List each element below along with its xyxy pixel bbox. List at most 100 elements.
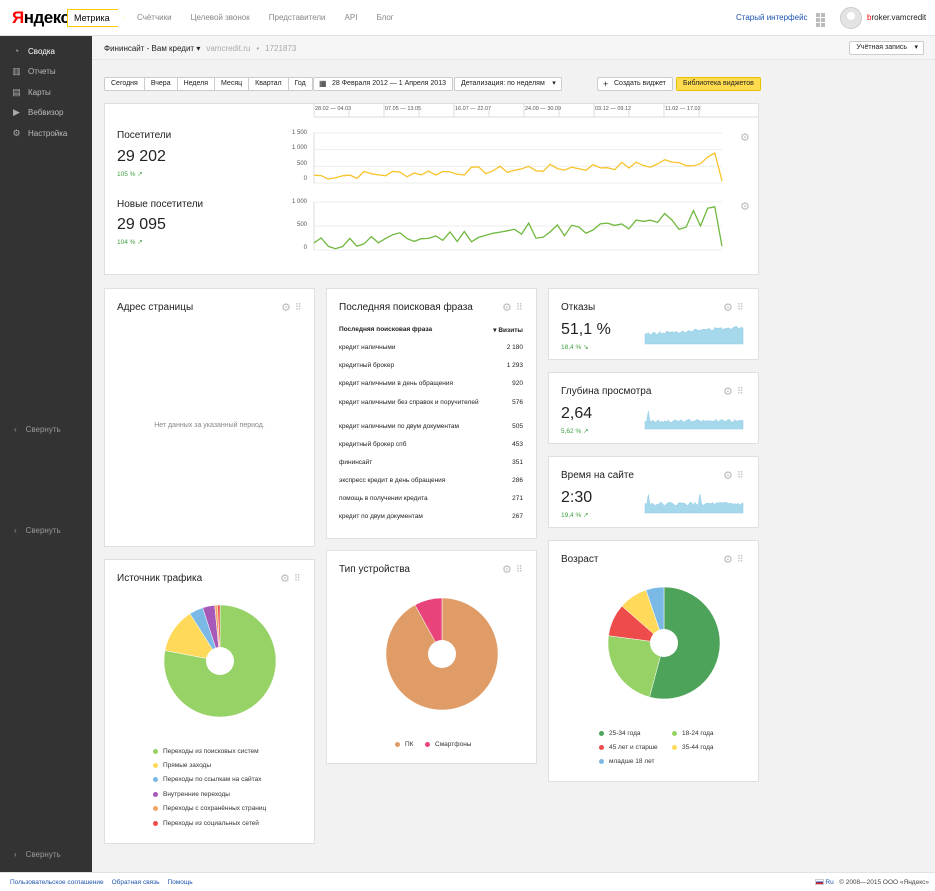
detail-dropdown[interactable]: Детализация: по неделям ▾ — [454, 77, 562, 91]
gear-icon[interactable]: ⚙ — [281, 302, 291, 314]
table-row[interactable]: фининсайт 351 — [339, 459, 523, 466]
period-yesterday[interactable]: Вчера — [144, 77, 178, 91]
gear-icon[interactable]: ⚙ — [502, 302, 512, 314]
table-row[interactable]: кредит наличными в день обращения 920 — [339, 380, 523, 387]
sort-visits-header[interactable]: ▾ Визиты — [493, 327, 523, 334]
legend-item[interactable]: 18-24 года — [672, 730, 714, 737]
metric-pct: 5,62 % ↗ — [561, 428, 589, 435]
legend-item[interactable]: Прямые заходы — [153, 762, 211, 769]
legend-item[interactable]: 25-34 года — [599, 730, 641, 737]
sparkline-chart[interactable] — [644, 324, 744, 345]
metrika-product-tag[interactable]: Метрика — [67, 9, 125, 27]
period-year[interactable]: Год — [288, 77, 313, 91]
collapse-button[interactable]: ‹ Свернуть — [14, 425, 61, 434]
period-week[interactable]: Неделя — [177, 77, 216, 91]
old-interface-link[interactable]: Старый интерфейс — [736, 13, 808, 22]
footer-link-feedback[interactable]: Обратная связь — [111, 879, 160, 886]
date-range-picker[interactable]: ▦ 28 Февраля 2012 — 1 Апреля 2013 — [313, 77, 453, 91]
gear-icon[interactable]: ⚙ — [280, 573, 290, 585]
nav-api[interactable]: API — [344, 13, 358, 22]
gear-icon[interactable]: ⚙ — [723, 302, 733, 314]
pie-hole — [428, 640, 456, 668]
legend-item[interactable]: ПК — [395, 741, 413, 748]
new-visitors-line-chart[interactable] — [313, 201, 723, 251]
traffic-source-panel: Источник трафика ⚙ ⠿ Переходы из поисков… — [104, 559, 315, 844]
legend-item[interactable]: Переходы из социальных сетей — [153, 820, 259, 827]
sparkline-chart[interactable] — [644, 410, 744, 430]
table-row[interactable]: кредитный брокер 1 293 — [339, 362, 523, 369]
search-phrase-panel: Последняя поисковая фраза ⚙ ⠿ Последняя … — [326, 288, 537, 539]
user-login[interactable]: broker.vamcredit — [867, 13, 927, 22]
drag-handle-icon[interactable]: ⠿ — [295, 302, 302, 312]
table-row[interactable]: кредитный брокер спб 453 — [339, 441, 523, 448]
visitors-line-chart[interactable] — [313, 132, 723, 184]
gear-icon[interactable]: ⚙ — [723, 386, 733, 398]
create-widget-button[interactable]: + Создать виджет — [597, 77, 673, 91]
flag-ru-icon[interactable] — [814, 879, 824, 886]
drag-handle-icon[interactable]: ⠿ — [737, 302, 744, 312]
sidebar-item-settings[interactable]: ⚙ Настройка — [12, 128, 68, 139]
pie-slice — [649, 586, 721, 700]
timeline-axis[interactable]: 28.02 — 04.03 07.05 — 13.05 16.07 — 22.07 2… — [313, 104, 759, 118]
drag-handle-icon[interactable]: ⠿ — [516, 302, 523, 312]
table-row[interactable]: кредит наличными по двум документам 505 — [339, 423, 523, 430]
legend-dot-icon — [153, 806, 158, 811]
counter-selector[interactable]: Фининсайт - Вам кредит ▾ vamcredit.ru • 172… — [104, 44, 297, 53]
phrase-visits: 920 — [512, 380, 523, 387]
sidebar-item-webvisor[interactable]: ▶ Вебвизор — [13, 107, 64, 118]
gear-icon[interactable]: ⚙ — [740, 201, 750, 213]
legend-item[interactable]: Переходы по ссылкам на сайтах — [153, 776, 261, 783]
legend-item[interactable]: Внутренние переходы — [153, 791, 230, 798]
period-today[interactable]: Сегодня — [104, 77, 145, 91]
avatar[interactable] — [840, 7, 862, 29]
nav-blog[interactable]: Блог — [376, 13, 394, 22]
timeline-label: 24.09 — 30.09 — [525, 106, 561, 112]
period-quarter[interactable]: Квартал — [249, 77, 289, 91]
nav-counters[interactable]: Счётчики — [137, 13, 172, 22]
yandex-logo[interactable]: Яндекс — [12, 8, 70, 27]
drag-handle-icon[interactable]: ⠿ — [294, 573, 301, 583]
legend-item[interactable]: Переходы с сохранённых страниц — [153, 805, 266, 812]
table-row[interactable]: кредит наличными 2 180 — [339, 344, 523, 351]
axis-tick: 1 000 — [291, 145, 307, 151]
device-pie-chart[interactable] — [385, 597, 499, 711]
language-switch[interactable]: Ru — [825, 879, 834, 886]
gear-icon[interactable]: ⚙ — [502, 564, 512, 576]
age-pie-chart[interactable] — [607, 586, 721, 700]
sidebar-item-reports[interactable]: ▥ Отчеты — [12, 66, 56, 77]
legend-dot-icon — [153, 777, 158, 782]
collapse-button[interactable]: ‹ Свернуть — [14, 526, 61, 535]
sidebar-item-maps[interactable]: ▤ Карты — [12, 87, 51, 98]
nav-call[interactable]: Целевой звонок — [190, 13, 250, 22]
account-dropdown[interactable]: Учётная запись — [849, 41, 924, 55]
gear-icon[interactable]: ⚙ — [740, 132, 750, 144]
legend-item[interactable]: Переходы из поисковых систем — [153, 748, 259, 755]
table-row[interactable]: кредит по двум документам 267 — [339, 513, 523, 520]
axis-tick: 500 — [296, 222, 307, 228]
arrow-up-icon: ↗ — [137, 171, 143, 178]
nav-representatives[interactable]: Представители — [268, 13, 326, 22]
drag-handle-icon[interactable]: ⠿ — [737, 470, 744, 480]
legend-item[interactable]: Смартфоны — [425, 741, 471, 748]
gear-icon[interactable]: ⚙ — [723, 470, 733, 482]
sidebar-item-summary[interactable]: ◔ Сводка — [13, 46, 56, 57]
traffic-pie-chart[interactable] — [163, 604, 277, 718]
drag-handle-icon[interactable]: ⠿ — [737, 386, 744, 396]
legend-item[interactable]: 45 лет и старше — [599, 744, 658, 751]
gear-icon[interactable]: ⚙ — [723, 554, 733, 566]
table-row[interactable]: кредит наличными без справок и поручител… — [339, 399, 523, 406]
footer-link-help[interactable]: Помощь — [167, 879, 193, 886]
sparkline-chart[interactable] — [644, 493, 744, 514]
drag-handle-icon[interactable]: ⠿ — [516, 564, 523, 574]
widget-library-button[interactable]: Библиотека виджетов — [676, 77, 761, 91]
legend-item[interactable]: младше 18 лет — [599, 758, 655, 765]
table-row[interactable]: помощь в получении кредита 271 — [339, 495, 523, 502]
legend-item[interactable]: 35-44 года — [672, 744, 714, 751]
table-row[interactable]: экспресс кредит в день обращения 286 — [339, 477, 523, 484]
visitors-pct: 105 % ↗ — [117, 171, 143, 178]
apps-grid-icon[interactable] — [816, 13, 830, 27]
collapse-button[interactable]: ‹ Свернуть — [14, 850, 61, 859]
footer-link-agreement[interactable]: Пользовательское соглашение — [10, 879, 104, 886]
drag-handle-icon[interactable]: ⠿ — [737, 554, 744, 564]
period-month[interactable]: Месяц — [215, 77, 250, 91]
